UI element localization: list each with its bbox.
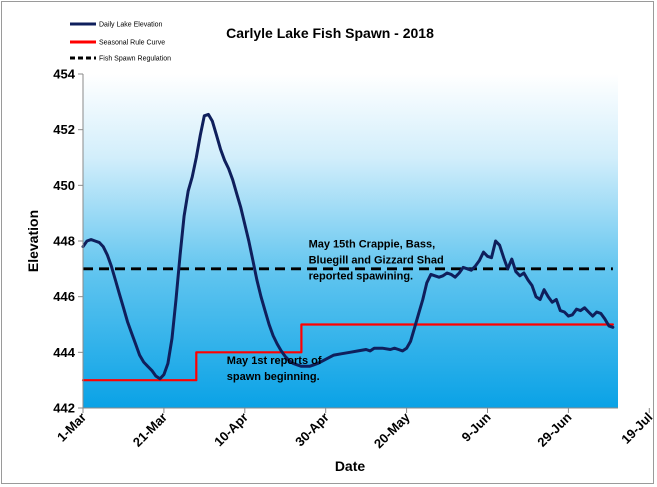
daily-elevation-line xyxy=(81,112,615,381)
y-tick-label: 446 xyxy=(53,289,75,304)
x-tick-label: 10-Apr xyxy=(211,410,251,450)
x-axis-ticks: 1-Mar 21-Mar 10-Apr 30-Apr 20-May 9-Jun 29-Jun… xyxy=(54,408,655,451)
annotation-line: reported spawining. xyxy=(309,271,414,283)
y-tick-label: 444 xyxy=(53,345,75,360)
y-axis-title: Elevation xyxy=(25,210,41,272)
annotation-line: May 1st reports of xyxy=(227,355,322,367)
annotations: May 15th Crappie, Bass, Bluegill and Gizz… xyxy=(227,239,444,383)
x-axis-title: Date xyxy=(335,458,366,474)
y-tick-label: 454 xyxy=(53,67,75,82)
annotation-line: May 15th Crappie, Bass, xyxy=(309,239,436,251)
y-axis-ticks: 442 444 446 448 450 452 454 xyxy=(53,67,83,416)
series-layer xyxy=(81,112,615,382)
x-tick-label: 9-Jun xyxy=(458,409,493,444)
chart-title: Carlyle Lake Fish Spawn - 2018 xyxy=(226,25,434,41)
annotation-line: Bluegill and Gizzard Shad xyxy=(309,255,444,267)
x-tick-label: 21-Mar xyxy=(130,410,170,450)
x-tick-label: 30-Apr xyxy=(292,410,332,450)
y-tick-label: 448 xyxy=(53,234,75,249)
x-tick-label: 19-Jul xyxy=(618,410,655,447)
y-tick-label: 452 xyxy=(53,122,75,137)
annotation-line: spawn beginning. xyxy=(227,371,320,383)
legend-label-rule-curve: Seasonal Rule Curve xyxy=(99,40,165,47)
legend: Daily Lake Elevation Seasonal Rule Curve… xyxy=(70,22,171,63)
rule-curve-line xyxy=(81,323,615,382)
y-tick-label: 450 xyxy=(53,178,75,193)
y-tick-label: 442 xyxy=(53,401,75,416)
legend-label-spawn-regulation: Fish Spawn Regulation xyxy=(99,56,171,63)
legend-label-daily-elevation: Daily Lake Elevation xyxy=(99,22,163,29)
x-tick-label: 20-May xyxy=(371,409,413,451)
x-tick-label: 29-Jun xyxy=(534,409,574,449)
